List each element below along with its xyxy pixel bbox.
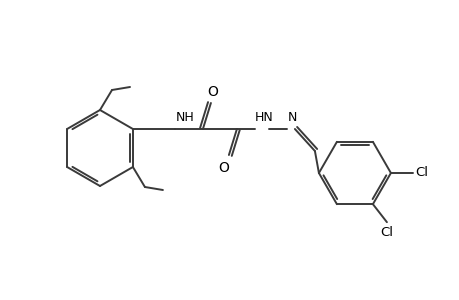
Text: O: O [218, 161, 229, 175]
Text: NH: NH [175, 111, 194, 124]
Text: Cl: Cl [414, 167, 427, 179]
Text: Cl: Cl [380, 226, 392, 239]
Text: O: O [207, 85, 218, 99]
Text: HN: HN [254, 111, 273, 124]
Text: N: N [287, 111, 297, 124]
